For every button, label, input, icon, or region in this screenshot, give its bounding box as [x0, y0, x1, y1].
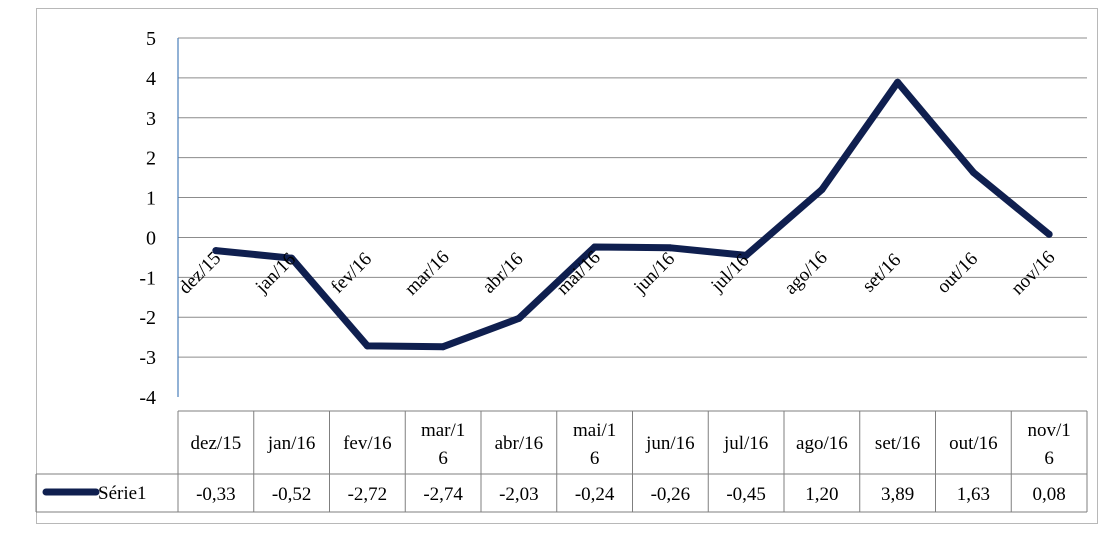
table-header-cell: fev/16: [343, 433, 392, 454]
table-header-cell: 6: [438, 448, 448, 469]
table-header-cell: abr/16: [495, 433, 544, 454]
table-header-cell: dez/15: [191, 433, 242, 454]
x-tick-label: fev/16: [327, 249, 376, 298]
table-value-cell: -0,24: [575, 484, 615, 505]
x-tick-label: abr/16: [478, 249, 527, 298]
data-point: [363, 342, 371, 350]
y-tick-label: -3: [139, 347, 156, 369]
y-tick-label: -1: [139, 267, 156, 289]
data-point: [818, 186, 826, 194]
x-tick-label: out/16: [933, 249, 982, 298]
data-point: [666, 244, 674, 252]
x-tick-label: dez/15: [175, 248, 226, 299]
table-value-cell: 0,08: [1033, 484, 1066, 505]
table-value-cell: -0,33: [196, 484, 236, 505]
table-header-cell: mar/1: [421, 420, 465, 441]
y-tick-label: 0: [146, 227, 156, 249]
data-point: [969, 168, 977, 176]
data-point: [742, 251, 750, 259]
table-value-cell: -0,45: [726, 484, 766, 505]
x-tick-label: mar/16: [401, 247, 454, 300]
y-tick-label: -2: [139, 307, 156, 329]
chart-frame: [36, 8, 1098, 524]
data-point: [515, 314, 523, 322]
x-tick-label: ago/16: [780, 247, 831, 298]
data-point: [288, 254, 296, 262]
data-point: [439, 343, 447, 351]
data-point: [894, 78, 902, 86]
table-value-cell: -2,74: [423, 484, 463, 505]
data-point: [1045, 230, 1053, 238]
x-tick-label: mai/16: [553, 247, 605, 299]
x-tick-label: set/16: [858, 250, 905, 297]
table-header-cell: jan/16: [267, 433, 316, 454]
table-value-cell: -2,03: [499, 484, 539, 505]
y-tick-label: 4: [146, 68, 156, 90]
series-line: [212, 78, 1053, 351]
table-header-cell: jun/16: [645, 433, 695, 454]
table-value-cell: -0,52: [272, 484, 312, 505]
table-value-cell: 1,63: [957, 484, 990, 505]
table-header-cell: jul/16: [723, 433, 768, 454]
table-value-cell: 3,89: [881, 484, 914, 505]
legend-label: Série1: [98, 483, 147, 504]
table-header-cell: 6: [1044, 448, 1054, 469]
table-header-cell: 6: [590, 448, 600, 469]
table-header-cell: ago/16: [796, 433, 848, 454]
table-header-cell: out/16: [949, 433, 998, 454]
x-tick-label: jun/16: [629, 249, 679, 299]
data-point: [212, 247, 220, 255]
table-value-cell: -2,72: [348, 484, 388, 505]
y-tick-label: 5: [146, 28, 156, 50]
y-tick-label: 2: [146, 148, 156, 170]
y-tick-label: -4: [139, 387, 156, 409]
table-value-cell: 1,20: [805, 484, 838, 505]
y-tick-label: 1: [146, 188, 156, 210]
table-header-cell: mai/1: [573, 420, 616, 441]
table-header-cell: set/16: [875, 433, 920, 454]
table-value-cell: -0,26: [651, 484, 691, 505]
table-header-cell: nov/1: [1027, 420, 1070, 441]
x-tick-label: nov/16: [1007, 247, 1059, 299]
y-tick-label: 3: [146, 108, 156, 130]
data-point: [591, 243, 599, 251]
